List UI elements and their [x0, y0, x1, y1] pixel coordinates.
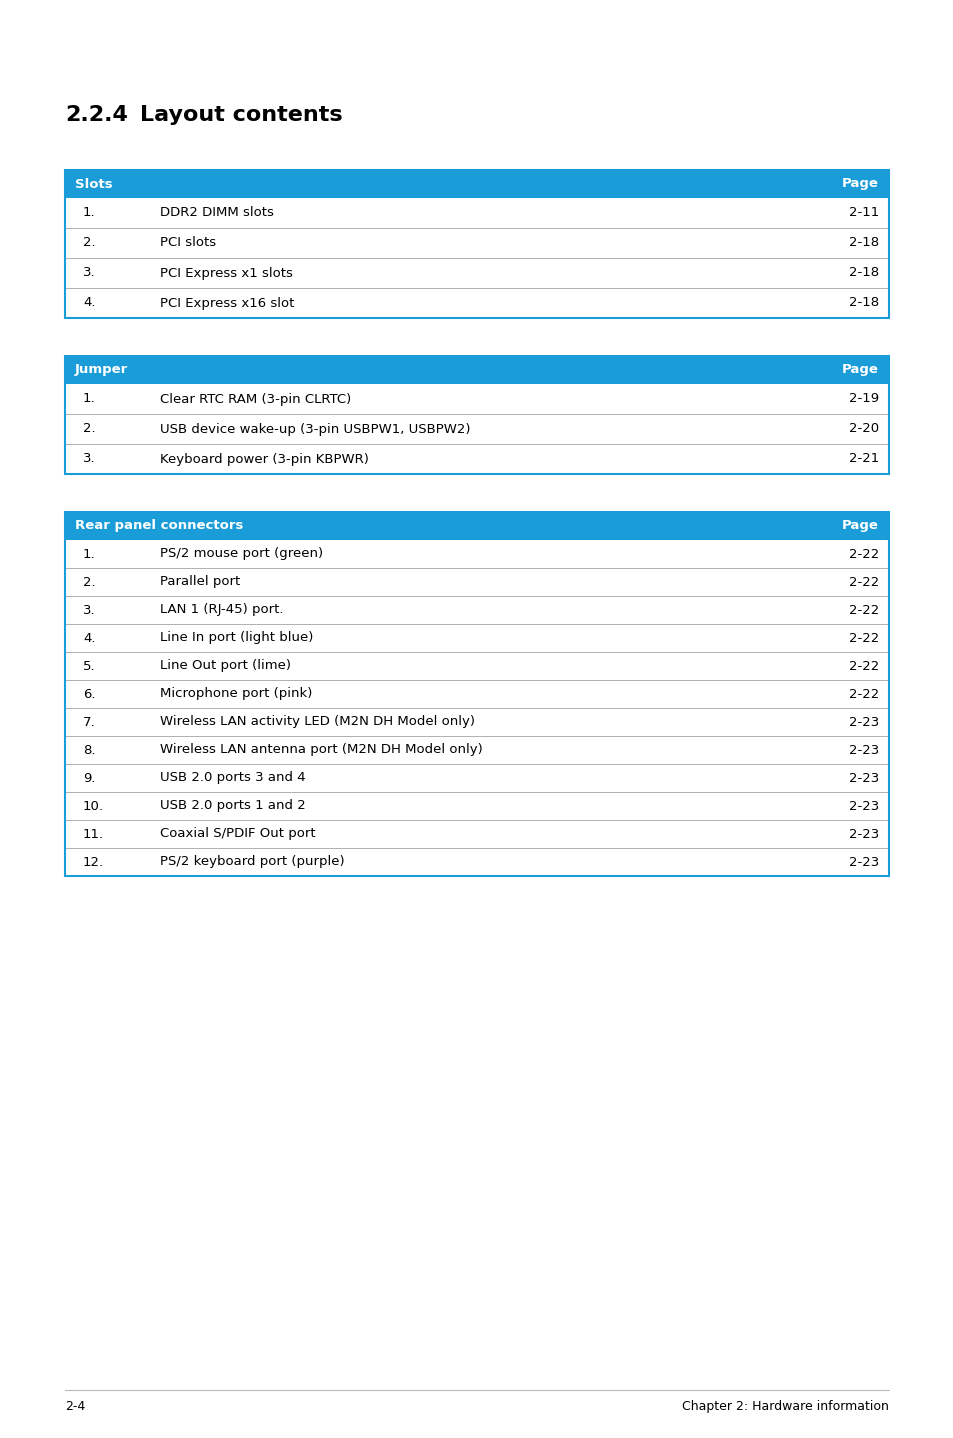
Text: 2-18: 2-18 [848, 296, 878, 309]
Text: 1.: 1. [83, 393, 95, 406]
Text: PCI Express x1 slots: PCI Express x1 slots [160, 266, 293, 279]
Text: Keyboard power (3-pin KBPWR): Keyboard power (3-pin KBPWR) [160, 453, 369, 466]
Text: 2-21: 2-21 [848, 453, 878, 466]
Text: Slots: Slots [75, 177, 112, 190]
Text: PCI slots: PCI slots [160, 236, 216, 250]
Bar [65, 357, 888, 475]
Text: Layout contents: Layout contents [140, 105, 342, 125]
Text: Page: Page [841, 519, 878, 532]
Text: Page: Page [841, 177, 878, 190]
Text: Wireless LAN antenna port (M2N DH Model only): Wireless LAN antenna port (M2N DH Model … [160, 743, 482, 756]
Bar [65, 512, 888, 541]
Text: 5.: 5. [83, 660, 95, 673]
Text: 3.: 3. [83, 604, 95, 617]
Text: 11.: 11. [83, 827, 104, 840]
Text: 2-23: 2-23 [848, 856, 878, 869]
Bar [65, 541, 888, 568]
Text: USB 2.0 ports 1 and 2: USB 2.0 ports 1 and 2 [160, 800, 305, 812]
Text: USB device wake-up (3-pin USBPW1, USBPW2): USB device wake-up (3-pin USBPW1, USBPW2… [160, 423, 470, 436]
Bar [65, 764, 888, 792]
Bar [65, 568, 888, 595]
Bar [65, 736, 888, 764]
Bar [65, 680, 888, 707]
Text: 2-22: 2-22 [848, 548, 878, 561]
Text: 2.: 2. [83, 423, 95, 436]
Text: USB 2.0 ports 3 and 4: USB 2.0 ports 3 and 4 [160, 772, 305, 785]
Text: 9.: 9. [83, 772, 95, 785]
Bar [65, 288, 888, 318]
Bar [65, 170, 888, 198]
Text: 12.: 12. [83, 856, 104, 869]
Bar [65, 624, 888, 651]
Text: 2-22: 2-22 [848, 631, 878, 644]
Text: 2-22: 2-22 [848, 687, 878, 700]
Text: 2-23: 2-23 [848, 743, 878, 756]
Text: 2-4: 2-4 [65, 1401, 85, 1414]
Text: 4.: 4. [83, 631, 95, 644]
Text: 3.: 3. [83, 453, 95, 466]
Text: 2-23: 2-23 [848, 827, 878, 840]
Text: Parallel port: Parallel port [160, 575, 240, 588]
Text: Line Out port (lime): Line Out port (lime) [160, 660, 291, 673]
Text: LAN 1 (RJ-45) port.: LAN 1 (RJ-45) port. [160, 604, 283, 617]
Bar [65, 444, 888, 475]
Text: 2-22: 2-22 [848, 660, 878, 673]
Bar [65, 357, 888, 384]
Text: 2-22: 2-22 [848, 575, 878, 588]
Text: Chapter 2: Hardware information: Chapter 2: Hardware information [681, 1401, 888, 1414]
Bar [65, 848, 888, 876]
Bar [65, 595, 888, 624]
Text: PCI Express x16 slot: PCI Express x16 slot [160, 296, 294, 309]
Bar [65, 229, 888, 257]
Text: 3.: 3. [83, 266, 95, 279]
Bar [65, 384, 888, 414]
Text: 6.: 6. [83, 687, 95, 700]
Bar [65, 792, 888, 820]
Bar [65, 198, 888, 229]
Text: Coaxial S/PDIF Out port: Coaxial S/PDIF Out port [160, 827, 315, 840]
Bar [65, 512, 888, 876]
Text: 1.: 1. [83, 548, 95, 561]
Bar [65, 170, 888, 318]
Text: 2-23: 2-23 [848, 716, 878, 729]
Text: Wireless LAN activity LED (M2N DH Model only): Wireless LAN activity LED (M2N DH Model … [160, 716, 475, 729]
Bar [65, 707, 888, 736]
Text: 2-23: 2-23 [848, 772, 878, 785]
Text: 2-22: 2-22 [848, 604, 878, 617]
Text: 2-19: 2-19 [848, 393, 878, 406]
Text: 1.: 1. [83, 207, 95, 220]
Text: 2.2.4: 2.2.4 [65, 105, 128, 125]
Text: 2-18: 2-18 [848, 266, 878, 279]
Text: 7.: 7. [83, 716, 95, 729]
Text: PS/2 keyboard port (purple): PS/2 keyboard port (purple) [160, 856, 344, 869]
Text: 2-18: 2-18 [848, 236, 878, 250]
Text: 2.: 2. [83, 575, 95, 588]
Text: 2-20: 2-20 [848, 423, 878, 436]
Text: PS/2 mouse port (green): PS/2 mouse port (green) [160, 548, 323, 561]
Text: 8.: 8. [83, 743, 95, 756]
Text: Microphone port (pink): Microphone port (pink) [160, 687, 312, 700]
Bar [65, 257, 888, 288]
Text: 2.: 2. [83, 236, 95, 250]
Text: 10.: 10. [83, 800, 104, 812]
Text: Rear panel connectors: Rear panel connectors [75, 519, 243, 532]
Text: 4.: 4. [83, 296, 95, 309]
Bar [65, 651, 888, 680]
Bar [65, 414, 888, 444]
Text: 2-11: 2-11 [848, 207, 878, 220]
Text: Clear RTC RAM (3-pin CLRTC): Clear RTC RAM (3-pin CLRTC) [160, 393, 351, 406]
Text: Line In port (light blue): Line In port (light blue) [160, 631, 313, 644]
Text: Page: Page [841, 364, 878, 377]
Bar [65, 820, 888, 848]
Text: 2-23: 2-23 [848, 800, 878, 812]
Text: DDR2 DIMM slots: DDR2 DIMM slots [160, 207, 274, 220]
Text: Jumper: Jumper [75, 364, 128, 377]
